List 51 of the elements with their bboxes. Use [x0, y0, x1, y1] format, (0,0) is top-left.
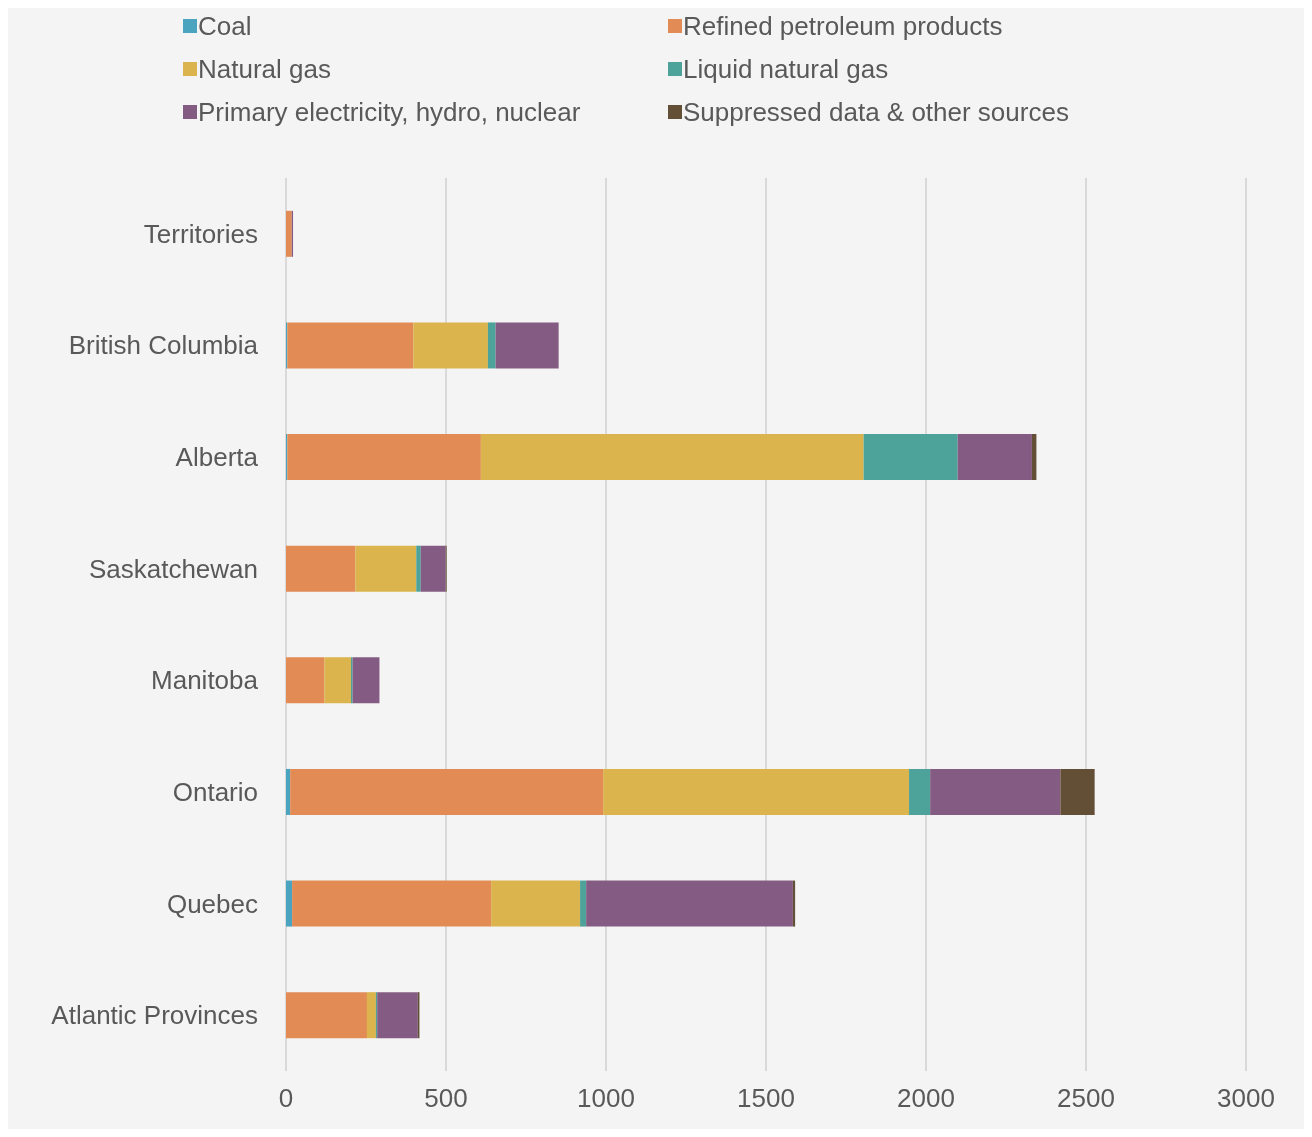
bar — [480, 434, 864, 481]
y-tick-label: Ontario — [172, 776, 258, 807]
bar — [957, 434, 1032, 481]
bar — [286, 768, 291, 815]
x-tick-label: 2000 — [897, 1083, 955, 1113]
bar — [603, 768, 910, 815]
y-tick-label: Saskatchewan — [88, 553, 258, 584]
bar — [286, 992, 367, 1039]
legend-label: Primary electricity, hydro, nuclear — [198, 97, 581, 127]
bar — [352, 657, 380, 704]
bar — [580, 880, 587, 927]
x-tick-label: 500 — [424, 1083, 468, 1113]
x-tick-label: 0 — [278, 1083, 294, 1113]
bar — [355, 545, 417, 592]
bar — [491, 880, 581, 927]
x-tick-label: 2500 — [1057, 1083, 1115, 1113]
bar — [286, 545, 356, 592]
bar — [286, 210, 292, 257]
bar — [377, 992, 418, 1039]
y-tick-label: Atlantic Provinces — [51, 1000, 258, 1031]
y-tick-label: Alberta — [175, 442, 259, 473]
x-tick-label: 1500 — [737, 1083, 795, 1113]
y-tick-label: Manitoba — [151, 665, 259, 696]
bar — [290, 768, 604, 815]
y-tick-label: Territories — [143, 218, 258, 249]
bar — [586, 880, 793, 927]
bar — [413, 322, 488, 369]
legend-label: Suppressed data & other sources — [683, 97, 1069, 127]
bar — [420, 545, 446, 592]
x-tick-label: 1000 — [577, 1083, 635, 1113]
y-tick-label: British Columbia — [68, 330, 259, 361]
bar — [930, 768, 1061, 815]
bar — [292, 880, 492, 927]
bar — [487, 322, 496, 369]
legend-label: Natural gas — [198, 54, 331, 84]
x-tick-label: 3000 — [1217, 1083, 1275, 1113]
bar — [495, 322, 559, 369]
bar — [909, 768, 931, 815]
bar — [286, 657, 325, 704]
bar — [287, 434, 481, 481]
legend-label: Refined petroleum products — [683, 11, 1003, 41]
bar — [863, 434, 958, 481]
legend-label: Liquid natural gas — [683, 54, 889, 84]
bar — [1060, 768, 1095, 815]
legend-label: Coal — [198, 11, 252, 41]
bar — [286, 880, 293, 927]
bar — [324, 657, 351, 704]
bar — [416, 545, 421, 592]
y-tick-label: Quebec — [166, 888, 258, 919]
bar — [287, 322, 414, 369]
bar — [366, 992, 376, 1039]
